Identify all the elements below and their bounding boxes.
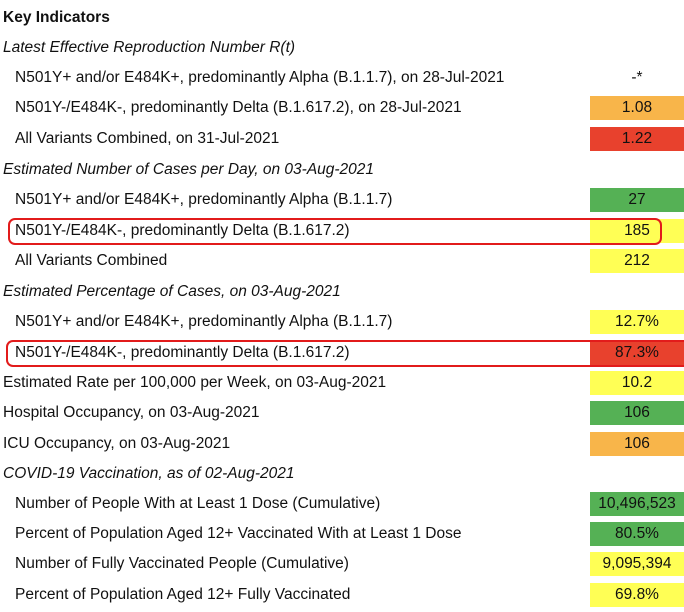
highlight-box-delta-percentage [6, 340, 684, 367]
row-label: All Variants Combined, on 31-Jul-2021 [15, 130, 280, 147]
table-row: Number of People With at Least 1 Dose (C… [0, 489, 684, 519]
row-value: 212 [590, 249, 684, 273]
table-row: N501Y+ and/or E484K+, predominantly Alph… [0, 185, 684, 215]
row-label: Hospital Occupancy, on 03-Aug-2021 [3, 404, 260, 421]
table-row: Hospital Occupancy, on 03-Aug-2021 106 [0, 398, 684, 428]
section-title: Latest Effective Reproduction Number R(t… [3, 39, 296, 56]
row-value: 1.08 [590, 96, 684, 120]
header-row: Key Indicators [0, 3, 684, 33]
table-row: N501Y-/E484K-, predominantly Delta (B.1.… [0, 216, 684, 246]
row-label: Percent of Population Aged 12+ Vaccinate… [15, 525, 462, 542]
row-label: N501Y+ and/or E484K+, predominantly Alph… [15, 69, 505, 86]
row-label: Estimated Rate per 100,000 per Week, on … [3, 374, 387, 391]
section-title: Estimated Number of Cases per Day, on 03… [3, 161, 375, 178]
row-label: N501Y+ and/or E484K+, predominantly Alph… [15, 191, 393, 208]
section-title-vaccination: COVID-19 Vaccination, as of 02-Aug-2021 [0, 459, 684, 489]
section-title: Estimated Percentage of Cases, on 03-Aug… [3, 283, 341, 300]
row-value: 27 [590, 188, 684, 212]
table-row: N501Y-/E484K-, predominantly Delta (B.1.… [0, 338, 684, 368]
table-row: N501Y-/E484K-, predominantly Delta (B.1.… [0, 93, 684, 123]
row-value: -* [631, 69, 643, 86]
row-label: N501Y-/E484K-, predominantly Delta (B.1.… [15, 99, 462, 116]
section-title-percentage: Estimated Percentage of Cases, on 03-Aug… [0, 277, 684, 307]
row-value: 10,496,523 [590, 492, 684, 516]
section-title: COVID-19 Vaccination, as of 02-Aug-2021 [3, 465, 295, 482]
table-row: Estimated Rate per 100,000 per Week, on … [0, 368, 684, 398]
table-row: Percent of Population Aged 12+ Vaccinate… [0, 519, 684, 549]
table-row: N501Y+ and/or E484K+, predominantly Alph… [0, 307, 684, 337]
table-row: Number of Fully Vaccinated People (Cumul… [0, 549, 684, 579]
section-title-cases: Estimated Number of Cases per Day, on 03… [0, 155, 684, 185]
row-value: 106 [590, 401, 684, 425]
table-row: Percent of Population Aged 12+ Fully Vac… [0, 580, 684, 610]
row-label: All Variants Combined [15, 252, 168, 269]
row-label: N501Y-/E484K-, predominantly Delta (B.1.… [15, 344, 350, 361]
row-value: 80.5% [590, 522, 684, 546]
row-value: 87.3% [590, 341, 684, 365]
highlight-box-delta-cases [8, 218, 662, 245]
row-value: 9,095,394 [590, 552, 684, 576]
row-value: 12.7% [590, 310, 684, 334]
table-row: ICU Occupancy, on 03-Aug-2021 106 [0, 429, 684, 459]
table-header: Key Indicators [3, 9, 110, 26]
row-label: N501Y-/E484K-, predominantly Delta (B.1.… [15, 222, 350, 239]
row-label: Percent of Population Aged 12+ Fully Vac… [15, 586, 351, 603]
row-label: Number of Fully Vaccinated People (Cumul… [15, 555, 349, 572]
row-value: 69.8% [590, 583, 684, 607]
section-title-rt: Latest Effective Reproduction Number R(t… [0, 33, 684, 63]
table-row: All Variants Combined 212 [0, 246, 684, 276]
row-label: Number of People With at Least 1 Dose (C… [15, 495, 381, 512]
row-value: 185 [590, 219, 684, 243]
row-value: 1.22 [590, 127, 684, 151]
table-row: All Variants Combined, on 31-Jul-2021 1.… [0, 124, 684, 154]
row-label: ICU Occupancy, on 03-Aug-2021 [3, 435, 231, 452]
row-label: N501Y+ and/or E484K+, predominantly Alph… [15, 313, 393, 330]
row-value: 10.2 [590, 371, 684, 395]
table-row: N501Y+ and/or E484K+, predominantly Alph… [0, 63, 684, 93]
row-value: 106 [590, 432, 684, 456]
